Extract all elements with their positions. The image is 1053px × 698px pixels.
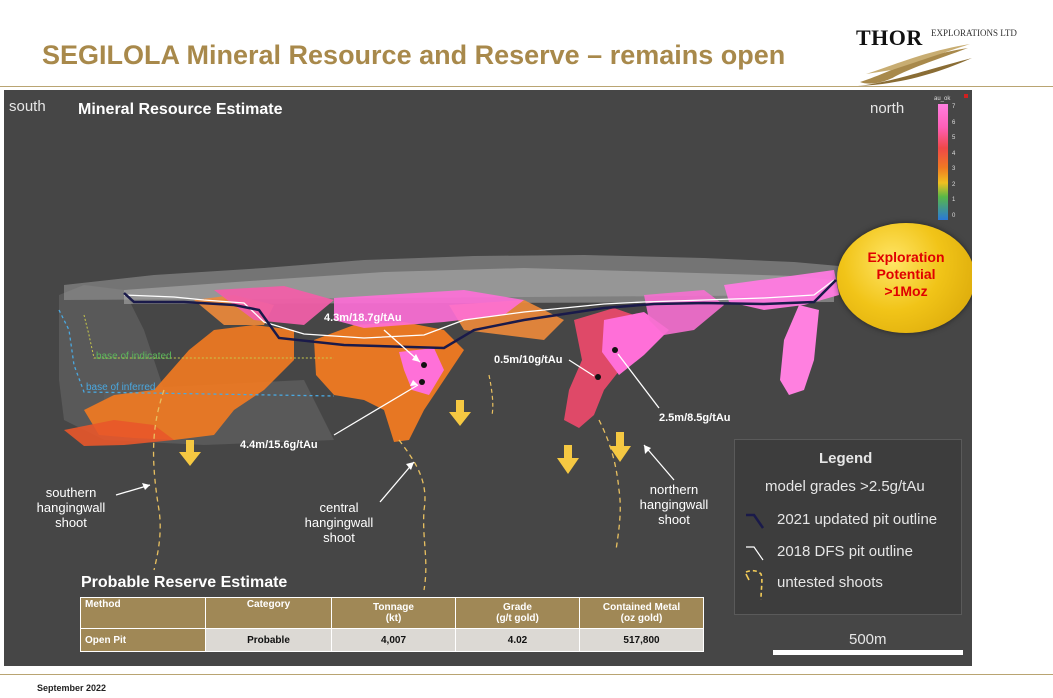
scale-bar (773, 650, 963, 655)
reserve-header-method: Method (80, 597, 206, 629)
legend-item-label: untested shoots (777, 574, 883, 591)
section-heading: Mineral Resource Estimate (78, 101, 283, 118)
legend-title: Legend (819, 450, 873, 467)
colour-scale-tick: 2 (952, 181, 956, 188)
scale-bar-label: 500m (849, 631, 887, 648)
logo-name: THOR (856, 25, 923, 50)
intercept-label: 0.5m/10g/tAu (494, 354, 563, 366)
colour-scale-tick: 7 (952, 104, 956, 110)
legend-subtitle: model grades >2.5g/tAu (765, 478, 925, 495)
logo-wing-icon (858, 44, 972, 86)
pit-2021-icon (746, 513, 765, 529)
exploration-potential-badge: Exploration Potential >1Moz (837, 223, 972, 333)
pit-2018-icon (746, 546, 764, 561)
colour-scale-tick: 5 (952, 135, 956, 141)
untested-shoot-icon (745, 569, 763, 601)
colour-scale-tick: 1 (952, 197, 956, 203)
intercept-label: 4.3m/18.7g/tAu (324, 312, 402, 324)
reserve-header-category: Category (205, 597, 332, 629)
reserve-table: Method Category Tonnage (kt) Grade (g/t go… (80, 597, 704, 652)
legend-item-label: 2018 DFS pit outline (777, 543, 913, 560)
south-label: south (9, 98, 46, 115)
long-section-panel: south north Mineral Resource Estimate ba… (4, 90, 972, 666)
north-label: north (870, 100, 905, 117)
cell-tonnage: 4,007 (331, 628, 456, 652)
top-rule (0, 86, 1053, 87)
exploration-line-3: >1Moz (884, 283, 928, 299)
slide-date: September 2022 (37, 683, 107, 693)
reserve-header-grade: Grade (g/t gold) (455, 597, 580, 629)
intercept-label: 4.4m/15.6g/tAu (240, 439, 318, 451)
reserve-title: Probable Reserve Estimate (81, 574, 288, 591)
company-logo: THOR EXPLORATIONS LTD (856, 18, 1036, 90)
northern-shoot-label: northern hangingwall shoot (639, 482, 709, 527)
colour-scale-tick: 4 (952, 150, 956, 157)
exploration-line-1: Exploration (867, 249, 945, 265)
reserve-header-tonnage: Tonnage (kt) (331, 597, 456, 629)
cell-category: Probable (205, 628, 332, 652)
cell-grade: 4.02 (455, 628, 580, 652)
logo-suffix: EXPLORATIONS LTD (931, 28, 1017, 38)
colour-scale-tick: 3 (952, 166, 956, 172)
legend-box: Legend model grades >2.5g/tAu 2021 updat… (734, 439, 962, 615)
base-indicated-label: base of indicated (96, 351, 172, 362)
reserve-header-metal: Contained Metal (oz gold) (579, 597, 704, 629)
central-shoot-label: central hangingwall shoot (304, 500, 374, 545)
bottom-rule (0, 674, 1053, 675)
orebody-long-section (58, 255, 839, 591)
exploration-line-2: Potential (876, 266, 936, 282)
scale-close-icon (964, 94, 968, 98)
colour-scale-title: au_ok (934, 96, 951, 102)
slide-title: SEGILOLA Mineral Resource and Reserve – … (42, 40, 786, 70)
intercept-label: 2.5m/8.5g/tAu (659, 412, 731, 424)
colour-scale-tick: 6 (952, 119, 956, 126)
legend-item-label: 2021 updated pit outline (777, 511, 938, 528)
table-row: Open Pit Probable 4,007 4.02 517,800 (80, 628, 704, 652)
cell-metal: 517,800 (579, 628, 704, 652)
southern-shoot-label: southern hangingwall shoot (36, 485, 106, 530)
cell-method: Open Pit (80, 628, 206, 652)
base-inferred-label: base of inferred (86, 382, 156, 393)
grade-colour-scale: au_ok 7 6 5 4 3 2 1 0 (934, 94, 968, 222)
colour-scale-tick: 0 (952, 212, 956, 219)
